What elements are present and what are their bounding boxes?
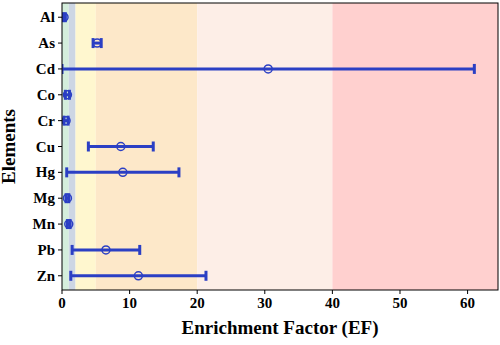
- y-tick-label: Cd: [36, 61, 56, 77]
- error-cap: [473, 64, 476, 74]
- y-axis-label: Elements: [0, 109, 19, 184]
- x-tick-label: 60: [460, 295, 475, 311]
- x-tick-label: 0: [58, 295, 66, 311]
- error-cap: [152, 142, 155, 152]
- mean-marker: [62, 117, 70, 125]
- x-tick-label: 30: [257, 295, 272, 311]
- y-tick-label: Mg: [33, 190, 55, 206]
- x-tick: [399, 290, 400, 294]
- y-tick-label: Hg: [36, 164, 56, 180]
- x-tick-label: 40: [325, 295, 340, 311]
- y-tick: [58, 224, 62, 225]
- mean-marker: [264, 65, 272, 73]
- x-tick: [264, 290, 265, 294]
- mean-marker: [117, 143, 125, 151]
- y-tick: [58, 172, 62, 173]
- chart-svg: 0 10 20 30 40 50 60 Al As Cd Co Cr Cu Hg Mg Mn Pb Zn Enric…: [0, 0, 500, 345]
- error-cap: [71, 245, 74, 255]
- x-axis-label: Enrichment Factor (EF): [182, 317, 379, 339]
- error-cap: [177, 167, 180, 177]
- x-tick: [62, 290, 63, 294]
- mean-marker: [63, 194, 71, 202]
- x-tick-label: 10: [122, 295, 137, 311]
- error-cap: [138, 245, 141, 255]
- x-tick-label: 20: [190, 295, 205, 311]
- error-cap: [65, 167, 68, 177]
- x-tick: [467, 290, 468, 294]
- mean-marker: [102, 246, 110, 254]
- error-bar: [72, 248, 140, 251]
- y-tick: [58, 146, 62, 147]
- error-cap: [69, 271, 72, 281]
- y-tick-label: Co: [37, 87, 55, 103]
- y-tick: [58, 275, 62, 276]
- y-tick: [58, 198, 62, 199]
- y-tick-label: Cr: [38, 113, 56, 129]
- y-tick: [58, 94, 62, 95]
- error-bar: [62, 67, 474, 70]
- plot-area: [62, 3, 498, 290]
- band: [197, 3, 332, 290]
- band: [69, 3, 76, 290]
- error-cap: [204, 271, 207, 281]
- mean-marker: [134, 272, 142, 280]
- mean-marker: [62, 13, 68, 21]
- error-cap: [87, 142, 90, 152]
- y-tick: [58, 68, 62, 69]
- x-tick: [332, 290, 333, 294]
- y-tick: [58, 17, 62, 18]
- error-bar: [88, 145, 153, 148]
- y-tick-label: Al: [40, 9, 55, 25]
- y-tick-label: Zn: [37, 268, 56, 284]
- mean-marker: [119, 168, 127, 176]
- error-bar: [71, 274, 206, 277]
- y-tick: [58, 249, 62, 250]
- mean-marker: [65, 220, 73, 228]
- y-tick-label: As: [38, 35, 55, 51]
- y-tick-label: Mn: [33, 216, 56, 232]
- x-tick: [197, 290, 198, 294]
- mean-marker: [93, 39, 101, 47]
- chart-root: 0 10 20 30 40 50 60 Al As Cd Co Cr Cu Hg Mg Mn Pb Zn Enric…: [0, 0, 500, 345]
- y-tick-label: Pb: [37, 242, 55, 258]
- plot-frame: [62, 3, 498, 290]
- error-bar: [67, 171, 179, 174]
- mean-marker: [63, 91, 71, 99]
- x-tick: [129, 290, 130, 294]
- band: [332, 3, 498, 290]
- x-tick-label: 50: [392, 295, 407, 311]
- y-tick: [58, 120, 62, 121]
- y-tick-label: Cu: [36, 139, 55, 155]
- band: [62, 3, 69, 290]
- y-tick: [58, 43, 62, 44]
